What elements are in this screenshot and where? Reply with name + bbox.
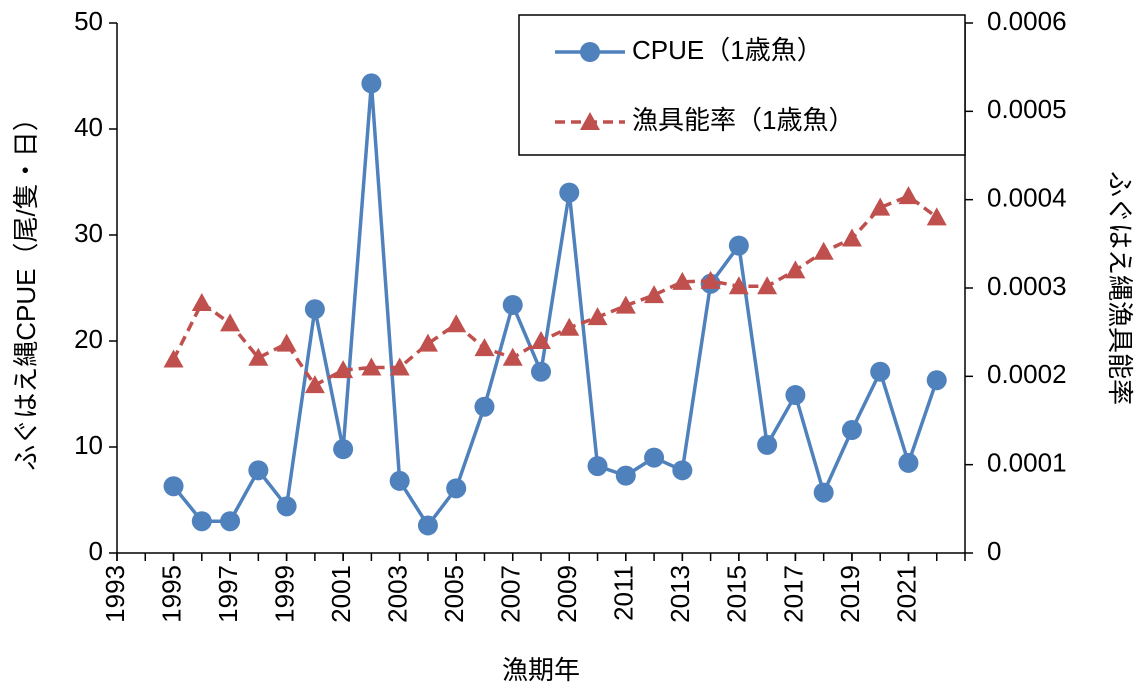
- point: [304, 375, 325, 394]
- legend-label: 漁具能率（1歳魚）: [632, 105, 854, 135]
- point: [672, 460, 693, 481]
- point: [898, 452, 919, 473]
- y2-tick-label: 0.0003: [987, 271, 1067, 301]
- point: [728, 235, 749, 256]
- x-tick-label: 2007: [496, 565, 526, 623]
- point: [191, 293, 212, 312]
- point: [813, 482, 834, 503]
- x-axis-label: 漁期年: [502, 655, 580, 685]
- point: [700, 270, 721, 289]
- x-tick-label: 2001: [326, 565, 356, 623]
- point: [757, 276, 778, 295]
- point: [531, 361, 551, 382]
- series-line: [171, 194, 938, 388]
- x-tick-label: 2005: [439, 565, 469, 623]
- point: [841, 420, 862, 441]
- x-tick-label: 1999: [269, 565, 299, 623]
- point: [587, 456, 608, 477]
- point: [304, 299, 325, 320]
- y2-axis-label: ふぐはえ縄漁具能率: [1105, 171, 1135, 405]
- x-tick-label: 1997: [213, 565, 243, 623]
- point: [389, 470, 410, 491]
- x-tick-label: 1993: [100, 565, 130, 623]
- point: [559, 317, 580, 336]
- point: [248, 460, 269, 481]
- y2-tick-label: 0.0002: [987, 359, 1067, 389]
- point: [163, 476, 184, 497]
- point: [474, 338, 495, 357]
- x-tick-label: 2009: [552, 565, 582, 623]
- y-tick-label: 10: [74, 430, 103, 460]
- legend-label: CPUE（1歳魚）: [632, 35, 823, 65]
- point: [333, 360, 354, 379]
- point: [446, 478, 467, 499]
- point: [531, 331, 551, 349]
- point: [191, 511, 212, 532]
- point: [276, 496, 297, 517]
- point: [785, 260, 806, 279]
- point: [587, 307, 608, 326]
- point: [276, 333, 297, 352]
- point: [615, 465, 636, 486]
- point: [898, 186, 919, 205]
- point: [163, 349, 184, 368]
- point: [757, 434, 778, 455]
- y2-tick-label: 0: [987, 536, 1001, 566]
- y-tick-label: 50: [74, 6, 103, 36]
- x-tick-label: 2019: [835, 565, 865, 623]
- point: [220, 511, 241, 532]
- y-tick-label: 0: [89, 536, 103, 566]
- x-tick-label: 1995: [156, 565, 186, 623]
- x-tick-label: 2021: [891, 565, 921, 623]
- point: [870, 197, 891, 216]
- point: [474, 396, 495, 417]
- x-tick-label: 2003: [383, 565, 413, 623]
- y2-tick-label: 0.0006: [987, 6, 1067, 36]
- point: [785, 385, 806, 406]
- point: [672, 271, 693, 290]
- point: [870, 361, 891, 382]
- point: [389, 357, 410, 376]
- point: [559, 182, 580, 203]
- point: [333, 439, 354, 460]
- y-tick-label: 20: [74, 324, 103, 354]
- point: [417, 515, 438, 536]
- point: [446, 314, 467, 333]
- point: [417, 333, 438, 352]
- x-tick-label: 2015: [722, 565, 752, 623]
- point: [361, 357, 382, 376]
- legend-box: [518, 14, 966, 156]
- point: [361, 73, 382, 94]
- point: [841, 228, 862, 247]
- point: [813, 241, 834, 260]
- legend-marker: [580, 112, 600, 130]
- point: [248, 347, 269, 366]
- x-tick-label: 2011: [609, 565, 639, 621]
- legend-marker: [580, 42, 600, 62]
- y2-tick-label: 0.0005: [987, 94, 1067, 124]
- y2-tick-label: 0.0001: [987, 448, 1067, 478]
- y-tick-label: 40: [74, 112, 103, 142]
- point: [502, 347, 523, 366]
- x-tick-label: 2013: [665, 565, 695, 623]
- point: [728, 276, 749, 295]
- y2-tick-label: 0.0004: [987, 183, 1067, 213]
- point: [644, 447, 665, 468]
- point: [220, 313, 241, 332]
- point: [926, 207, 947, 226]
- point: [615, 295, 636, 314]
- y-tick-label: 30: [74, 218, 103, 248]
- point: [926, 370, 947, 391]
- point: [502, 294, 523, 315]
- series-line: [172, 83, 939, 529]
- y-axis-label: ふぐはえ縄CPUE（尾/隻・日）: [11, 105, 41, 470]
- x-tick-label: 2017: [778, 565, 808, 623]
- point: [644, 285, 665, 304]
